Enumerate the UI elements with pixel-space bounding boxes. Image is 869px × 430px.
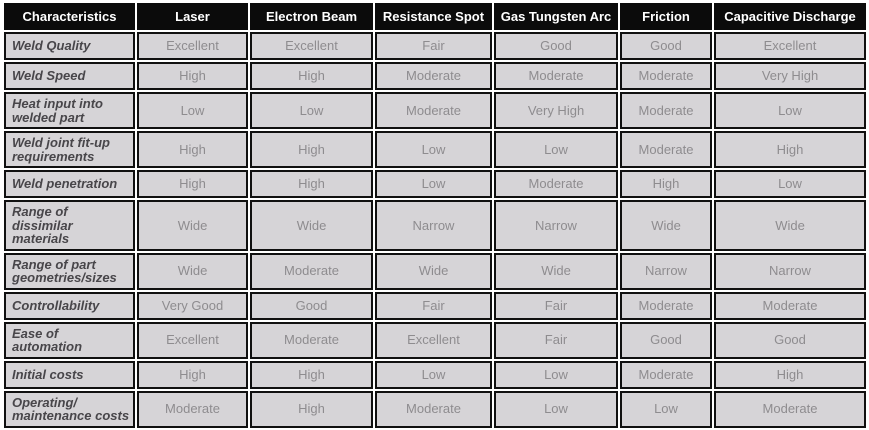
row-label: Range of dissimilar materials [4,200,135,251]
row-label: Controllability [4,291,135,320]
table-cell: Excellent [137,32,248,60]
table-cell: Narrow [714,252,866,290]
table-cell: Good [494,32,618,60]
table-cell: Moderate [137,390,248,428]
table-row: Weld penetration High High Low Moderate High L… [4,170,866,198]
table-row: Controllability Very Good Good Fair Fair Mode… [4,291,866,320]
table-cell: Excellent [375,321,492,359]
table-cell: Wide [620,200,712,251]
row-label: Ease of automation [4,321,135,359]
table-cell: Moderate [620,62,712,90]
column-header: Capacitive Discharge [714,3,866,30]
table-cell: Moderate [375,390,492,428]
table-cell: Excellent [714,32,866,60]
table-cell: Low [714,92,866,129]
table-row: Operating/ maintenance costs Moderate High… [4,390,866,428]
table-cell: Very High [714,62,866,90]
table-cell: Moderate [620,291,712,320]
table-row: Weld Speed High High Moderate Moderate Modera… [4,62,866,90]
row-label: Heat input into welded part [4,92,135,129]
table-cell: High [137,360,248,389]
table-cell: Low [494,360,618,389]
table-cell: Wide [250,200,373,251]
table-cell: Good [714,321,866,359]
table-cell: Wide [137,200,248,251]
row-label: Weld Speed [4,62,135,90]
table-cell: Fair [494,321,618,359]
row-label: Weld joint fit-up requirements [4,131,135,168]
row-label: Operating/ maintenance costs [4,390,135,428]
column-header: Friction [620,3,712,30]
table-cell: Moderate [620,131,712,168]
column-header: Electron Beam [250,3,373,30]
column-header: Characteristics [4,3,135,30]
table-cell: High [137,62,248,90]
table-cell: Excellent [137,321,248,359]
table-row: Ease of automation Excellent Moderate Excel… [4,321,866,359]
table-cell: Moderate [620,360,712,389]
table-cell: Low [375,131,492,168]
table-cell: Low [494,131,618,168]
table-cell: Moderate [714,291,866,320]
table-cell: Low [137,92,248,129]
table-row: Weld Quality Excellent Excellent Fair Good Go… [4,32,866,60]
table-cell: High [714,360,866,389]
table-cell: Good [250,291,373,320]
table-cell: Very High [494,92,618,129]
table-cell: High [250,360,373,389]
column-header: Resistance Spot [375,3,492,30]
row-label: Range of part geometries/sizes [4,252,135,290]
table-cell: Wide [375,252,492,290]
row-label: Weld penetration [4,170,135,198]
table-cell: Moderate [250,252,373,290]
table-cell: Moderate [494,62,618,90]
table-cell: High [137,170,248,198]
table-cell: High [137,131,248,168]
table-cell: Good [620,321,712,359]
table-row: Range of dissimilar materials Wide Wide Nar… [4,200,866,251]
table-cell: Narrow [375,200,492,251]
table-cell: Low [620,390,712,428]
table-row: Initial costs High High Low Low Moderate High [4,360,866,389]
table-cell: Low [494,390,618,428]
table-cell: Moderate [494,170,618,198]
table-cell: Fair [375,32,492,60]
table-cell: Low [714,170,866,198]
table-cell: Low [375,170,492,198]
table-cell: Narrow [494,200,618,251]
table-cell: Low [375,360,492,389]
table-cell: Narrow [620,252,712,290]
table-row: Weld joint fit-up requirements High High Lo… [4,131,866,168]
table-cell: Wide [714,200,866,251]
table-cell: Moderate [714,390,866,428]
table-cell: Wide [137,252,248,290]
table-cell: Low [250,92,373,129]
column-header: Laser [137,3,248,30]
table-cell: High [250,170,373,198]
table-cell: Very Good [137,291,248,320]
table-cell: Moderate [620,92,712,129]
table-cell: High [620,170,712,198]
table-cell: High [250,131,373,168]
table-cell: High [250,62,373,90]
row-label: Initial costs [4,360,135,389]
table-cell: Moderate [375,62,492,90]
table-row: Heat input into welded part Low Low Moderat… [4,92,866,129]
table-header-row: Characteristics Laser Electron Beam Resista… [4,3,866,30]
table-cell: Moderate [375,92,492,129]
table-cell: Fair [375,291,492,320]
table-cell: Good [620,32,712,60]
table-cell: Moderate [250,321,373,359]
column-header: Gas Tungsten Arc [494,3,618,30]
table-row: Range of part geometries/sizes Wide Modera… [4,252,866,290]
table-cell: High [714,131,866,168]
table-cell: Wide [494,252,618,290]
table-cell: Fair [494,291,618,320]
row-label: Weld Quality [4,32,135,60]
table-cell: High [250,390,373,428]
table-cell: Excellent [250,32,373,60]
